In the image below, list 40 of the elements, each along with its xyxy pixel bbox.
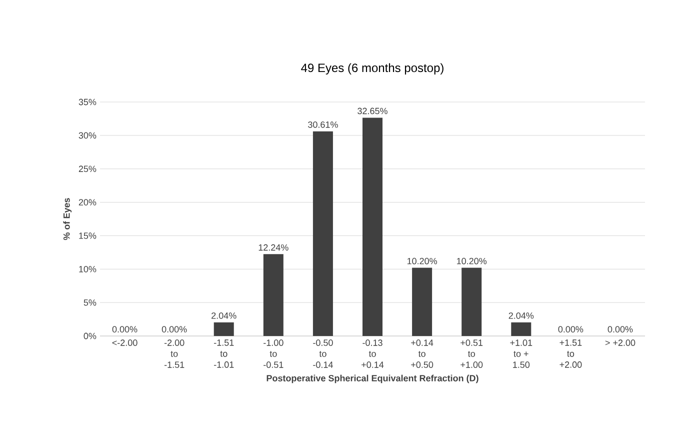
y-tick-label: 0%: [84, 332, 96, 340]
x-tick-label: +0.51 to +1.00: [460, 340, 483, 368]
x-tick-label: +1.01 to + 1.50: [510, 340, 532, 368]
bar: [462, 268, 482, 336]
chart-title: 49 Eyes (6 months postop): [301, 63, 444, 74]
data-label: 2.04%: [508, 312, 534, 319]
data-label: 0.00%: [608, 326, 633, 332]
data-label: 0.00%: [112, 326, 138, 332]
bar: [511, 322, 532, 336]
y-tick-label: 5%: [84, 299, 96, 306]
data-label: 0.00%: [162, 326, 187, 332]
data-label: 0.00%: [558, 326, 584, 332]
x-tick-label: -2.00 to -1.51: [164, 340, 184, 368]
y-tick-label: 20%: [78, 199, 96, 206]
x-tick-label: -0.13 to +0.14: [362, 340, 384, 368]
x-tick-label: +0.14 to +0.50: [411, 340, 434, 368]
x-tick-label: <-2.00: [112, 340, 138, 346]
x-tick-label: -1.51 to -1.01: [214, 340, 234, 368]
x-tick-label: -0.50 to -0.14: [313, 340, 333, 368]
bar: [412, 268, 432, 336]
y-tick-label: 15%: [79, 232, 96, 239]
data-label: 30.61%: [308, 121, 338, 128]
y-tick-label: 25%: [78, 166, 96, 172]
bar: [263, 254, 284, 336]
data-label: 10.20%: [407, 258, 437, 264]
data-label: 2.04%: [212, 312, 236, 319]
x-tick-label: +1.51 to +2.00: [560, 340, 582, 368]
y-tick-label: 35%: [78, 98, 96, 106]
bar: [362, 118, 383, 336]
x-tick-label: -1.00 to -0.51: [264, 340, 284, 368]
y-tick-label: 10%: [79, 266, 96, 272]
data-label: 12.24%: [258, 244, 288, 251]
bar: [214, 322, 234, 336]
data-label: 10.20%: [457, 258, 487, 264]
y-axis-title: % of Eyes: [63, 198, 72, 240]
x-tick-label: > +2.00: [605, 340, 636, 346]
x-axis-title: Postoperative Spherical Equivalent Refraction (D): [266, 374, 478, 384]
data-label: 32.65%: [358, 108, 388, 114]
y-tick-label: 30%: [78, 132, 96, 139]
bar: [312, 131, 333, 336]
